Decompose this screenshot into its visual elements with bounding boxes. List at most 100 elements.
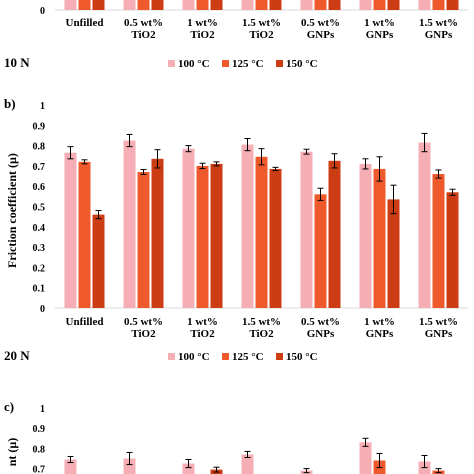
panel-b-bar xyxy=(78,161,91,308)
panel-c-y-tick-label: 0.7 xyxy=(33,465,46,474)
panel-b-y-tick-label: 0.9 xyxy=(33,121,46,132)
panel-c-tag: c) xyxy=(4,399,14,414)
panel-b-category-label: TiO2 xyxy=(249,328,274,340)
top-bar-stub xyxy=(359,0,372,10)
load-label-20n: 20 N xyxy=(4,348,30,363)
top-category-label: 0.5 wt% xyxy=(301,17,340,29)
panel-b-category-label: 1 wt% xyxy=(187,316,218,328)
top-bar-stub xyxy=(300,0,313,10)
panel-b-bar xyxy=(314,194,327,308)
panel-c-y-ticks: 1 0.9 0.8 0.7 xyxy=(33,404,46,474)
top-bars xyxy=(64,0,459,10)
panel-c-y-axis-title: nt (µ) xyxy=(5,438,19,467)
top-category-label: 1.5 wt% xyxy=(419,17,458,29)
top-y-tick-label: 0 xyxy=(40,6,45,17)
panel-b-bar xyxy=(255,156,268,308)
panel-b-y-tick-label: 0.6 xyxy=(33,182,46,193)
panel-b-category-label: GNPs xyxy=(366,328,394,340)
panel-b-y-tick-label: 0.5 xyxy=(33,203,46,214)
top-bar-stub xyxy=(123,0,136,10)
panel-b-y-tick-label: 1 xyxy=(40,101,45,112)
panel-b-category-label: 1 wt% xyxy=(364,316,395,328)
load-label-10n: 10 N xyxy=(4,55,30,70)
panel-b-bar xyxy=(123,140,136,308)
panel-b-bar xyxy=(269,168,282,308)
panel-c-legend-label: 125 °C xyxy=(232,351,264,363)
panel-b-legend-swatch xyxy=(222,60,229,67)
panel-c-bar xyxy=(359,442,372,474)
panel-b-category-label: TiO2 xyxy=(131,328,156,340)
panel-c-bar xyxy=(64,459,77,474)
panel-c-y-tick-label: 1 xyxy=(40,404,45,415)
panel-b-y-tick-label: 0.2 xyxy=(33,263,46,274)
panel-b-bar xyxy=(328,160,341,308)
top-bar-stub xyxy=(78,0,91,10)
top-bar-stub xyxy=(328,0,341,10)
top-category-label: GNPs xyxy=(307,29,335,41)
panel-c-y-tick-label: 0.8 xyxy=(33,444,46,455)
top-bar-stub xyxy=(241,0,254,10)
panel-b-category-label: TiO2 xyxy=(190,328,215,340)
panel-b-bar xyxy=(210,163,223,308)
panel-b-bar xyxy=(387,199,400,308)
top-bar-stub xyxy=(151,0,164,10)
top-bar-stub xyxy=(432,0,445,10)
panel-b-y-tick-label: 0.8 xyxy=(33,142,46,153)
top-category-label: 1.5 wt% xyxy=(242,17,281,29)
panel-b-category-label: 0.5 wt% xyxy=(301,316,340,328)
panel-b-category-label: 0.5 wt% xyxy=(124,316,163,328)
top-bar-stub xyxy=(446,0,459,10)
top-category-label: 1 wt% xyxy=(364,17,395,29)
panel-b-legend-swatch xyxy=(276,60,283,67)
panel-b-legend-swatch xyxy=(168,60,175,67)
panel-c-bars xyxy=(64,437,445,474)
panel-b-legend: 100 °C 125 °C 150 °C xyxy=(168,58,318,70)
panel-b-y-tick-label: 0.7 xyxy=(33,162,46,173)
panel-b-bar xyxy=(418,142,431,308)
panel-b-category-label: GNPs xyxy=(425,328,453,340)
top-bar-stub xyxy=(64,0,77,10)
top-bar-stub xyxy=(314,0,327,10)
panel-b-bar xyxy=(373,168,386,308)
top-category-label: Unfilled xyxy=(66,17,104,29)
panel-b-bar xyxy=(300,151,313,308)
panel-b-bar xyxy=(64,152,77,308)
panel-b-y-tick-label: 0.4 xyxy=(33,223,46,234)
panel-b-y-axis-title: Friction coefficient (µ) xyxy=(5,153,19,268)
top-category-label: TiO2 xyxy=(131,29,156,41)
top-bar-stub xyxy=(210,0,223,10)
top-bar-stub xyxy=(255,0,268,10)
top-category-label: TiO2 xyxy=(190,29,215,41)
top-category-label: GNPs xyxy=(425,29,453,41)
panel-b-legend-label: 100 °C xyxy=(178,58,210,70)
panel-c-bar xyxy=(241,454,254,474)
panel-b-bar xyxy=(137,171,150,308)
panel-b-bar xyxy=(196,165,209,308)
panel-c-bar xyxy=(123,458,136,474)
panel-b-bar xyxy=(241,144,254,308)
top-bar-stub xyxy=(92,0,105,10)
panel-c-legend-label: 150 °C xyxy=(286,351,318,363)
panel-c-bar xyxy=(182,463,195,474)
panel-b-y-tick-label: 0.3 xyxy=(33,243,46,254)
panel-b-bar xyxy=(446,192,459,308)
panel-b-bar xyxy=(359,163,372,308)
top-bar-stub xyxy=(137,0,150,10)
panel-b-bar xyxy=(92,214,105,308)
panel-c-legend-swatch xyxy=(222,353,229,360)
top-category-label: GNPs xyxy=(366,29,394,41)
top-bar-stub xyxy=(387,0,400,10)
panel-c-legend-swatch xyxy=(168,353,175,360)
top-category-label: 0.5 wt% xyxy=(124,17,163,29)
panel-b-tag: b) xyxy=(4,96,16,111)
panel-b-legend-label: 125 °C xyxy=(232,58,264,70)
panel-b-legend-label: 150 °C xyxy=(286,58,318,70)
top-category-label: TiO2 xyxy=(249,29,274,41)
panel-c-legend-swatch xyxy=(276,353,283,360)
panel-b-bars xyxy=(64,132,459,308)
panel-c-legend: 100 °C 125 °C 150 °C xyxy=(168,351,318,363)
top-category-label: 1 wt% xyxy=(187,17,218,29)
panel-c-y-tick-label: 0.9 xyxy=(33,424,46,435)
top-bar-stub xyxy=(196,0,209,10)
